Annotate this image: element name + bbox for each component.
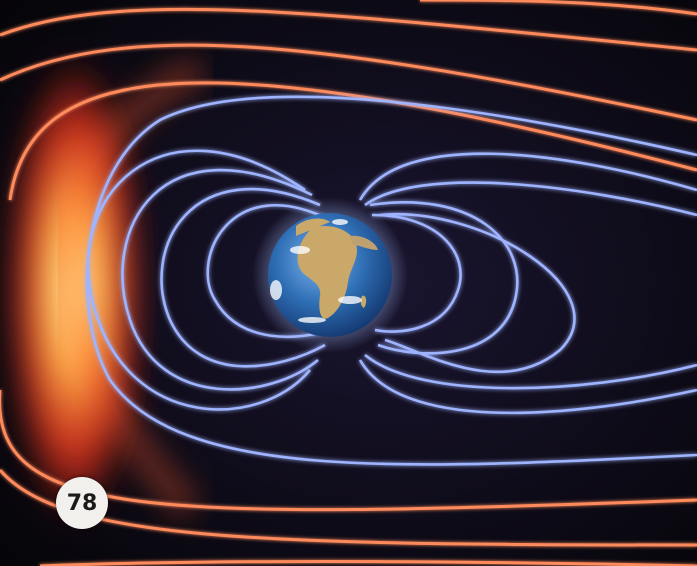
magnetopause-line <box>85 95 697 466</box>
solar-wind-line <box>0 469 697 547</box>
bow-shock-arc <box>56 56 207 521</box>
solar-wind-line <box>39 560 697 566</box>
cloud <box>338 296 362 304</box>
cloud <box>290 246 310 254</box>
europe-land <box>296 218 330 236</box>
solar-wind-line <box>419 0 697 16</box>
field-line <box>121 168 319 391</box>
earth-land <box>296 218 378 319</box>
field-line <box>369 201 519 355</box>
field-line <box>86 149 311 411</box>
tail-field-line <box>358 152 697 201</box>
tail-field-line <box>364 181 697 217</box>
field-line <box>160 187 326 368</box>
cloud <box>332 219 348 225</box>
cloud <box>270 280 282 300</box>
field-line <box>371 213 462 333</box>
cloud <box>298 317 326 323</box>
solar-wind-line <box>0 7 697 52</box>
tail-field-line <box>358 359 697 415</box>
arabia-land <box>350 235 378 250</box>
solar-wind-line <box>0 43 697 122</box>
earth-clouds <box>270 219 362 323</box>
solar-wind-line <box>8 81 697 201</box>
africa-land <box>297 225 357 319</box>
page-number-badge: 78 <box>56 477 108 529</box>
tail-field-line <box>364 353 697 390</box>
solar-wind-line <box>0 390 697 512</box>
madagascar-land <box>360 295 367 308</box>
tail-field-line <box>379 212 576 374</box>
